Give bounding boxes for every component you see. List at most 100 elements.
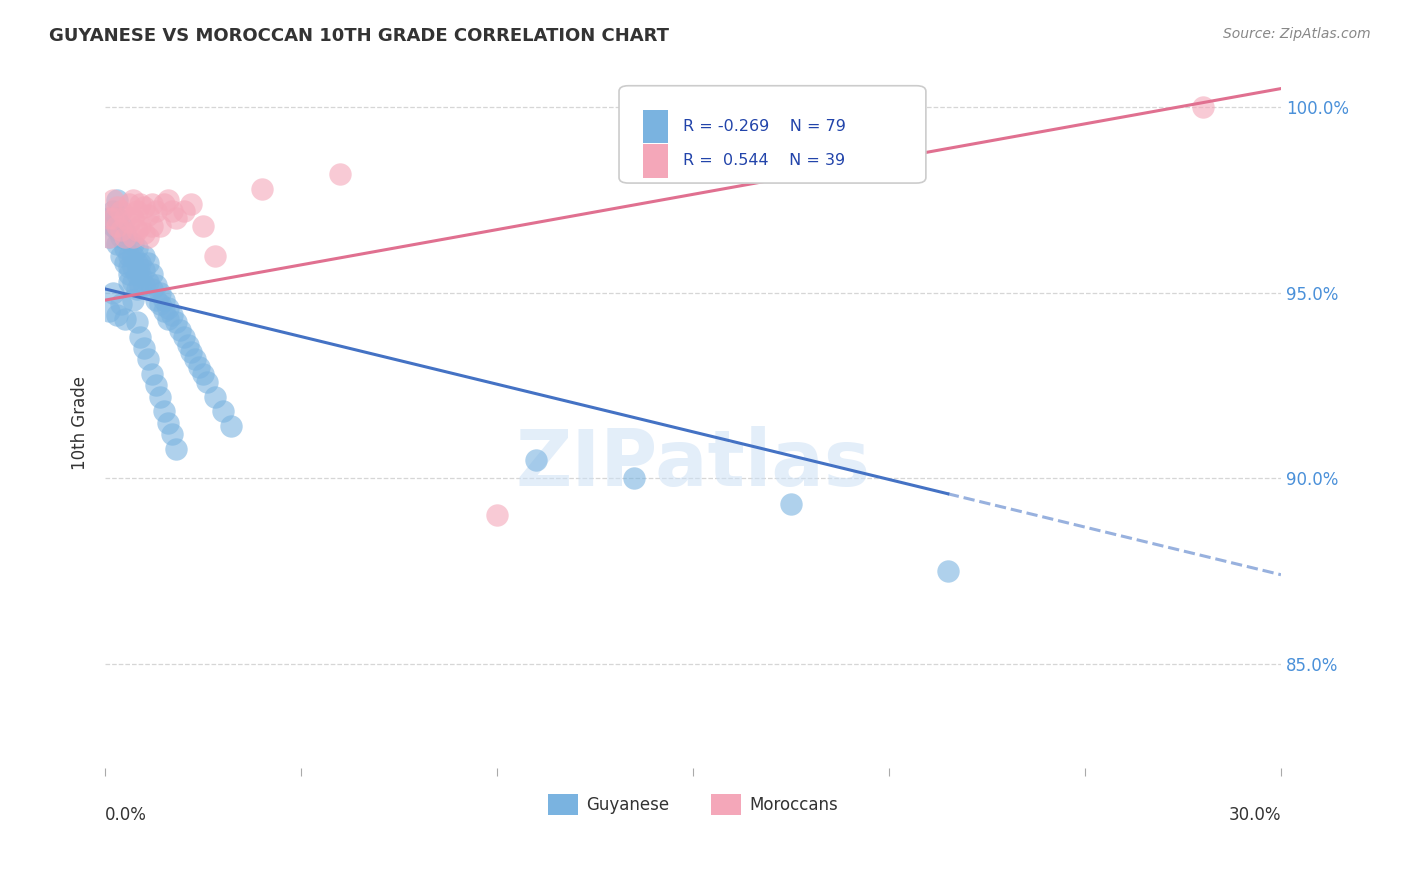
Point — [149, 285, 172, 300]
Point — [195, 375, 218, 389]
Point — [129, 267, 152, 281]
Point — [153, 293, 176, 307]
Point — [524, 452, 547, 467]
Point — [110, 219, 132, 233]
Point — [105, 200, 128, 214]
Point — [121, 211, 143, 226]
Point — [105, 219, 128, 233]
Point — [136, 256, 159, 270]
Point — [129, 278, 152, 293]
Point — [134, 342, 156, 356]
Point — [121, 249, 143, 263]
Point — [145, 378, 167, 392]
Point — [136, 208, 159, 222]
Point — [165, 442, 187, 456]
Point — [250, 182, 273, 196]
Text: GUYANESE VS MOROCCAN 10TH GRADE CORRELATION CHART: GUYANESE VS MOROCCAN 10TH GRADE CORRELAT… — [49, 27, 669, 45]
Point — [204, 390, 226, 404]
Point — [118, 275, 141, 289]
Point — [141, 219, 163, 233]
Point — [118, 260, 141, 274]
Point — [160, 308, 183, 322]
Point — [121, 275, 143, 289]
Text: 30.0%: 30.0% — [1229, 805, 1281, 823]
Point — [141, 196, 163, 211]
Point — [105, 222, 128, 236]
Point — [134, 200, 156, 214]
Point — [134, 263, 156, 277]
Point — [121, 230, 143, 244]
Y-axis label: 10th Grade: 10th Grade — [72, 376, 89, 469]
Point — [141, 267, 163, 281]
Point — [98, 230, 121, 244]
Point — [136, 230, 159, 244]
Point — [153, 196, 176, 211]
Point — [105, 211, 128, 226]
Point — [169, 323, 191, 337]
Bar — [643, 145, 668, 178]
Point — [156, 311, 179, 326]
Point — [101, 204, 124, 219]
Point — [118, 249, 141, 263]
Bar — [643, 110, 668, 143]
Point — [101, 211, 124, 226]
Point — [114, 230, 136, 244]
Point — [101, 193, 124, 207]
Point — [176, 337, 198, 351]
Point — [125, 256, 148, 270]
Point — [173, 204, 195, 219]
Point — [110, 204, 132, 219]
Point — [118, 234, 141, 248]
Point — [156, 301, 179, 315]
Point — [129, 256, 152, 270]
Point — [780, 497, 803, 511]
Point — [125, 204, 148, 219]
Point — [114, 227, 136, 241]
Point — [165, 211, 187, 226]
Point — [105, 193, 128, 207]
Point — [98, 211, 121, 226]
Point — [136, 352, 159, 367]
Point — [118, 215, 141, 229]
Point — [110, 230, 132, 244]
Point — [121, 293, 143, 307]
Text: Source: ZipAtlas.com: Source: ZipAtlas.com — [1223, 27, 1371, 41]
Text: R =  0.544    N = 39: R = 0.544 N = 39 — [682, 153, 845, 169]
Point — [486, 508, 509, 523]
Point — [114, 211, 136, 226]
Point — [121, 193, 143, 207]
Point — [193, 368, 215, 382]
Point — [118, 267, 141, 281]
Text: ZIPatlas: ZIPatlas — [516, 426, 870, 502]
Point — [136, 275, 159, 289]
Point — [98, 304, 121, 318]
Point — [101, 285, 124, 300]
Point — [329, 167, 352, 181]
Point — [193, 219, 215, 233]
Text: R = -0.269    N = 79: R = -0.269 N = 79 — [682, 119, 845, 134]
Point — [160, 204, 183, 219]
Point — [105, 237, 128, 252]
Point — [156, 416, 179, 430]
Point — [105, 308, 128, 322]
Point — [153, 304, 176, 318]
Point — [129, 196, 152, 211]
Point — [165, 315, 187, 329]
Point — [141, 282, 163, 296]
Point — [184, 352, 207, 367]
Point — [204, 249, 226, 263]
Point — [125, 282, 148, 296]
Point — [129, 330, 152, 344]
Point — [145, 293, 167, 307]
Point — [110, 297, 132, 311]
Point — [114, 256, 136, 270]
Point — [134, 227, 156, 241]
Point — [134, 249, 156, 263]
Point — [211, 404, 233, 418]
Point — [134, 278, 156, 293]
Point — [153, 404, 176, 418]
Point — [188, 359, 211, 374]
FancyBboxPatch shape — [619, 86, 927, 183]
Point — [149, 219, 172, 233]
Point — [125, 241, 148, 255]
